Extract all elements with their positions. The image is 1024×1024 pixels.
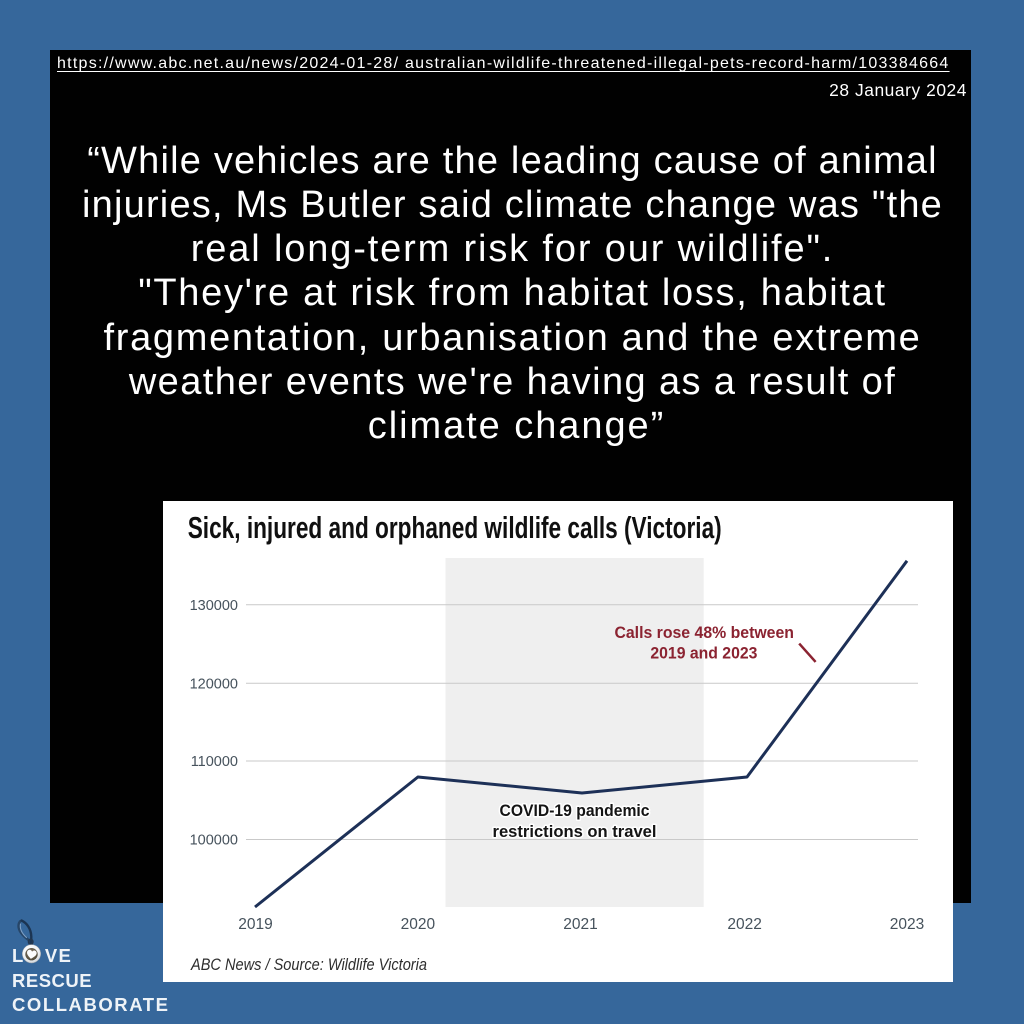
svg-text:Sick, injured and orphaned wil: Sick, injured and orphaned wildlife call… [188,510,722,545]
svg-text:2019 and 2023: 2019 and 2023 [650,643,757,662]
svg-text:120000: 120000 [190,676,238,692]
svg-text:Calls rose 48% between: Calls rose 48% between [614,623,794,642]
svg-text:2020: 2020 [401,916,436,933]
svg-text:COVID-19 pandemic: COVID-19 pandemic [500,802,650,820]
svg-text:100000: 100000 [190,833,238,849]
svg-text:130000: 130000 [190,598,238,614]
svg-text:restrictions on travel: restrictions on travel [493,823,657,841]
svg-text:2021: 2021 [563,916,597,933]
svg-text:110000: 110000 [191,754,238,770]
svg-text:2019: 2019 [238,916,272,933]
svg-text:ABC News / Source: Wildlife Vi: ABC News / Source: Wildlife Victoria [190,956,427,974]
svg-text:2022: 2022 [727,916,761,933]
svg-text:2023: 2023 [890,916,924,933]
